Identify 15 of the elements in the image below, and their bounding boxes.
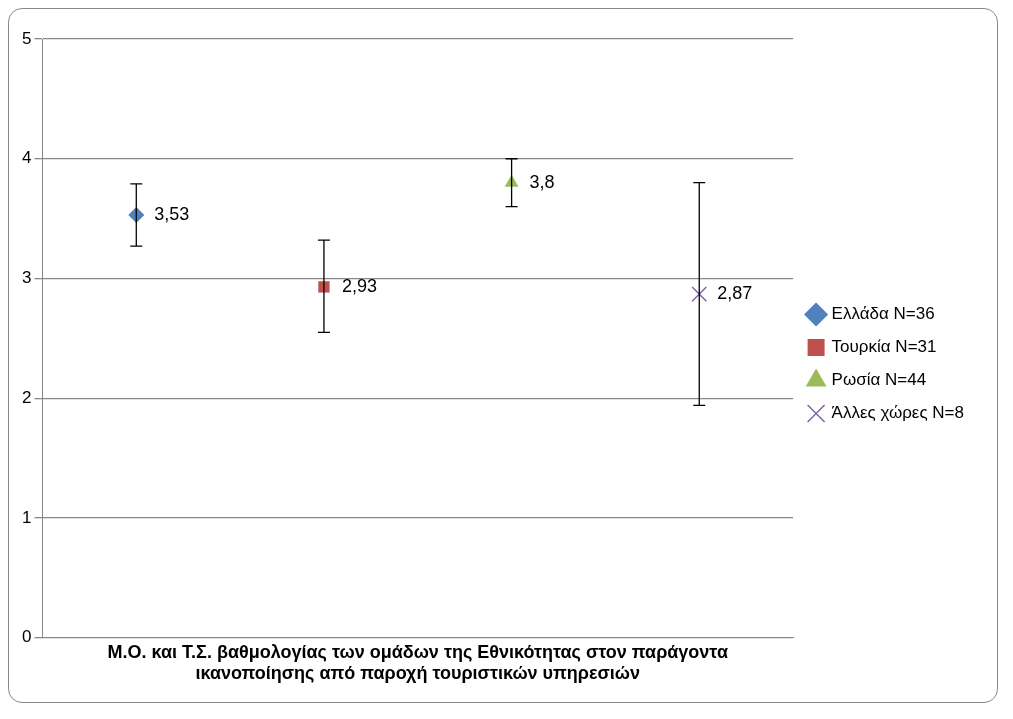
data-label: 2,93 xyxy=(341,275,377,296)
data-label: 3,53 xyxy=(154,204,190,225)
data-label: 3,8 xyxy=(529,171,555,192)
y-tick-label: 2 xyxy=(21,387,32,407)
y-tick-label: 1 xyxy=(21,507,32,527)
y-tick-label: 0 xyxy=(21,627,32,647)
x-axis-title: Μ.Ο. και Τ.Σ. βαθμολογίας των ομάδων της Εθνικότητας στον παράγοντα ικανοποίησης από παροχή τουριστικών υπηρεσιών xyxy=(107,641,728,684)
legend-label: Ρωσία N=44 xyxy=(831,370,927,390)
legend-label: Ελλάδα N=36 xyxy=(831,304,935,324)
legend-label: Τουρκία N=31 xyxy=(831,337,937,357)
y-tick-label: 5 xyxy=(21,28,32,48)
legend-label: Άλλες χώρες N=8 xyxy=(831,403,964,423)
y-tick-label: 3 xyxy=(21,268,32,288)
y-tick-label: 4 xyxy=(21,148,32,168)
data-label: 2,87 xyxy=(717,283,753,304)
